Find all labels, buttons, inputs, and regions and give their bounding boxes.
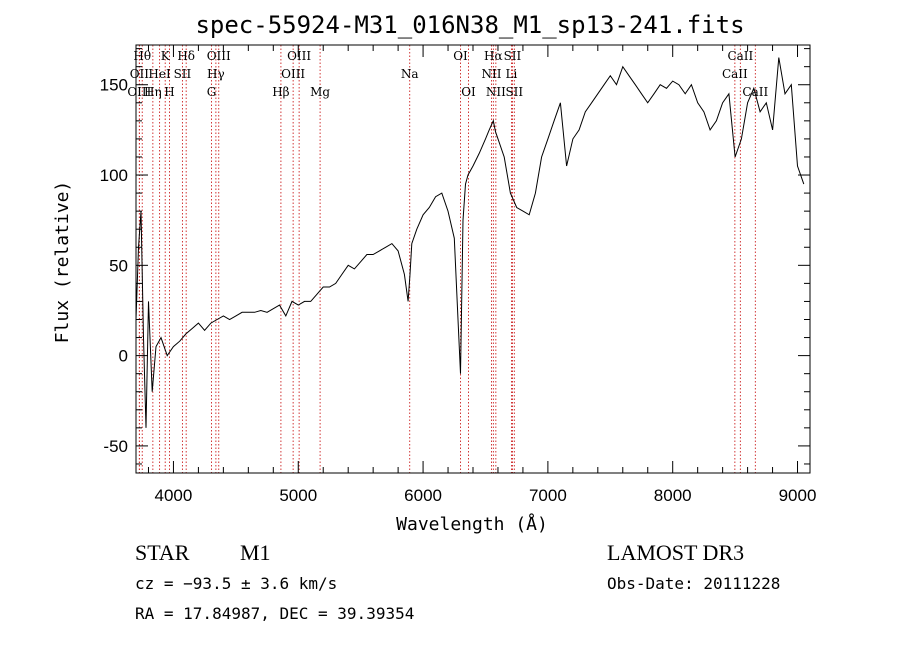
x-tick-label: 7000 [529, 486, 567, 505]
x-axis-label: Wavelength (Å) [396, 513, 548, 535]
line-label: G [207, 85, 217, 99]
line-label: NII [481, 67, 501, 81]
line-label: OIII [127, 85, 151, 99]
y-tick-label: -50 [103, 437, 128, 456]
line-label: SII [174, 67, 192, 81]
x-tick-label: 9000 [779, 486, 817, 505]
line-label: Hβ [272, 85, 289, 99]
x-tick-label: 6000 [404, 486, 442, 505]
observation-date: Obs-Date: 20111228 [607, 574, 781, 593]
line-label: CaII [727, 49, 753, 63]
line-label: OI [453, 49, 468, 63]
line-label: Hη [144, 85, 162, 99]
survey-name: LAMOST DR3 [607, 540, 745, 565]
chart-title: spec-55924-M31_016N38_M1_sp13-241.fits [195, 11, 744, 39]
line-label: Hθ [133, 49, 151, 63]
object-subclass: M1 [240, 540, 271, 565]
line-label: Na [401, 67, 419, 81]
object-type: STAR [135, 540, 190, 565]
y-tick-label: 0 [119, 347, 128, 366]
x-tick-label: 8000 [654, 486, 692, 505]
plot-frame [135, 44, 811, 474]
line-label: CaII [742, 85, 768, 99]
redshift-cz: cz = −93.5 ± 3.6 km/s [135, 574, 338, 593]
y-tick-label: 50 [109, 256, 128, 275]
line-label: NII [486, 85, 506, 99]
line-label: OII [130, 67, 150, 81]
line-label: CaII [722, 67, 748, 81]
y-tick-label: 150 [100, 76, 128, 95]
line-label: OIII [207, 49, 231, 63]
x-tick-label: 5000 [279, 486, 317, 505]
line-label: SII [504, 49, 522, 63]
y-tick-label: 100 [100, 166, 128, 185]
line-label: H [164, 85, 174, 99]
line-label: Hα [484, 49, 503, 63]
line-label: K [161, 49, 171, 63]
line-label: Hδ [177, 49, 195, 63]
line-markers [138, 45, 756, 473]
line-label: Hγ [207, 67, 225, 81]
line-label: SII [505, 85, 523, 99]
axis-ticks: 4000 5000 6000 7000 8000 9000 -50 0 50 100 150 [100, 45, 817, 505]
line-label: OIII [281, 67, 305, 81]
line-label: OI [461, 85, 476, 99]
line-label: HeI [148, 67, 171, 81]
ra-dec-coordinates: RA = 17.84987, DEC = 39.39354 [135, 604, 415, 623]
line-label: Mg [310, 85, 330, 99]
flux-series-line [135, 57, 805, 428]
line-label: OIII [287, 49, 311, 63]
y-axis-label: Flux (relative) [52, 181, 73, 344]
x-tick-label: 4000 [155, 486, 193, 505]
line-label: Li [506, 67, 518, 81]
